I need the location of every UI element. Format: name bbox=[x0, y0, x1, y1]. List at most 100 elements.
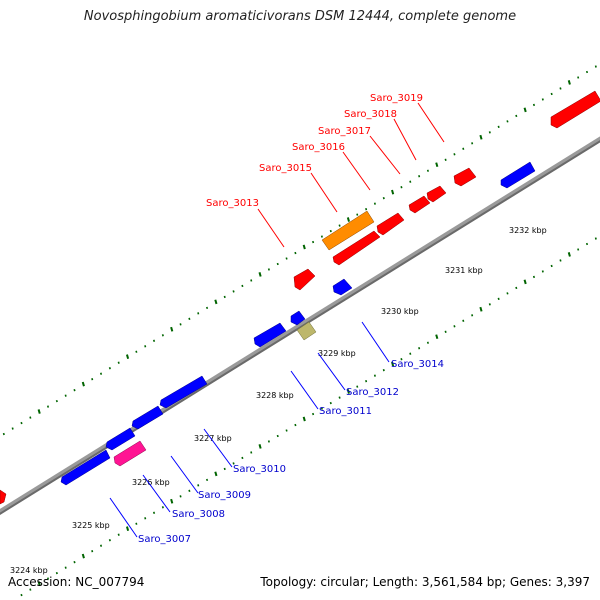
tick-mark bbox=[426, 341, 429, 344]
tick-mark bbox=[91, 378, 94, 381]
gene-arrow[interactable] bbox=[105, 427, 136, 451]
gene-arrow[interactable] bbox=[376, 212, 405, 236]
tick-mark bbox=[373, 374, 376, 377]
tick-mark bbox=[144, 345, 147, 348]
tick-mark bbox=[223, 467, 226, 471]
tick-mark bbox=[20, 593, 23, 597]
gene-labels-forward: Saro_3013 Saro_3015 Saro_3016 Saro_3017 … bbox=[206, 93, 423, 209]
tick-mark bbox=[250, 451, 253, 454]
gene-label[interactable]: Saro_3013 bbox=[206, 198, 259, 209]
tick-mark bbox=[64, 566, 67, 569]
tick-mark bbox=[479, 134, 483, 140]
gene-arrow[interactable] bbox=[550, 90, 600, 129]
gene-arrow[interactable] bbox=[253, 322, 287, 348]
gene-label[interactable]: Saro_3008 bbox=[172, 509, 225, 520]
tick-mark bbox=[179, 323, 182, 326]
gene-label[interactable]: Saro_3019 bbox=[370, 93, 423, 104]
tick-mark bbox=[462, 147, 465, 150]
tick-mark bbox=[373, 202, 376, 205]
tick-mark bbox=[91, 550, 94, 553]
tick-mark bbox=[241, 284, 244, 288]
tick-mark bbox=[188, 489, 191, 493]
tick-mark bbox=[232, 290, 235, 293]
gene-arrow[interactable] bbox=[290, 310, 306, 326]
tick-mark bbox=[409, 180, 412, 183]
gene-arrow[interactable] bbox=[131, 405, 164, 430]
gene-label[interactable]: Saro_3012 bbox=[346, 387, 399, 398]
gene-arrow[interactable] bbox=[500, 161, 536, 189]
tick-mark bbox=[329, 229, 332, 233]
tick-mark bbox=[55, 571, 58, 575]
tick-mark bbox=[144, 517, 147, 520]
kbp-label: 3231 kbp bbox=[445, 266, 483, 275]
gene-arrow[interactable] bbox=[0, 489, 7, 505]
gene-label[interactable]: Saro_3016 bbox=[292, 142, 345, 153]
tick-mark bbox=[125, 526, 130, 532]
genome-backbone bbox=[0, 136, 600, 515]
gene-arrow[interactable] bbox=[426, 185, 447, 203]
tick-mark bbox=[453, 153, 456, 156]
gene-label[interactable]: Saro_3014 bbox=[391, 359, 444, 370]
tick-mark bbox=[117, 533, 120, 536]
tick-mark bbox=[497, 297, 500, 301]
gene-arrow[interactable] bbox=[60, 449, 111, 486]
tick-mark bbox=[594, 65, 597, 68]
tick-mark bbox=[550, 264, 553, 268]
tick-mark bbox=[356, 385, 359, 388]
gene-label[interactable]: Saro_3017 bbox=[318, 126, 371, 137]
gene-label[interactable]: Saro_3018 bbox=[344, 109, 397, 120]
tick-marks bbox=[2, 65, 597, 597]
tick-mark bbox=[214, 299, 218, 305]
tick-mark bbox=[99, 372, 103, 375]
forward-strand-genes bbox=[293, 90, 600, 291]
gene-arrow[interactable] bbox=[296, 321, 317, 341]
gene-label[interactable]: Saro_3009 bbox=[198, 490, 251, 501]
tick-mark bbox=[285, 257, 288, 260]
tick-mark bbox=[294, 423, 297, 427]
gene-label[interactable]: Saro_3015 bbox=[259, 163, 312, 174]
tick-mark bbox=[55, 399, 58, 403]
tick-mark bbox=[197, 484, 200, 487]
gene-arrow[interactable] bbox=[159, 375, 208, 409]
tick-mark bbox=[267, 268, 270, 271]
gene-label[interactable]: Saro_3010 bbox=[233, 464, 286, 475]
tick-mark bbox=[312, 412, 315, 416]
tick-mark bbox=[117, 361, 120, 364]
tick-mark bbox=[81, 553, 85, 559]
tick-mark bbox=[108, 367, 111, 370]
tick-mark bbox=[338, 396, 341, 399]
tick-mark bbox=[108, 539, 111, 542]
gene-arrow[interactable] bbox=[321, 210, 375, 251]
tick-mark bbox=[382, 196, 385, 200]
tick-mark bbox=[258, 444, 262, 449]
tick-mark bbox=[435, 162, 439, 168]
tick-mark bbox=[567, 80, 571, 85]
gene-arrow[interactable] bbox=[293, 268, 316, 291]
tick-mark bbox=[135, 350, 138, 353]
gene-arrow[interactable] bbox=[408, 195, 431, 214]
kbp-label: 3226 kbp bbox=[132, 478, 170, 487]
tick-mark bbox=[223, 295, 226, 299]
gene-arrow[interactable] bbox=[453, 167, 477, 187]
gene-arrow[interactable] bbox=[332, 230, 381, 266]
gene-arrow[interactable] bbox=[332, 278, 353, 296]
tick-mark bbox=[594, 237, 597, 240]
tick-mark bbox=[435, 334, 439, 340]
tick-mark bbox=[577, 248, 580, 251]
gene-label[interactable]: Saro_3011 bbox=[319, 406, 372, 417]
tick-mark bbox=[365, 207, 368, 211]
tick-mark bbox=[214, 471, 218, 477]
gene-arrow[interactable] bbox=[113, 440, 147, 467]
tick-mark bbox=[232, 462, 235, 465]
kbp-label: 3227 kbp bbox=[194, 434, 232, 443]
gene-label[interactable]: Saro_3007 bbox=[138, 534, 191, 545]
tick-mark bbox=[346, 217, 350, 222]
tick-mark bbox=[391, 189, 395, 195]
tick-mark bbox=[276, 434, 279, 438]
tick-mark bbox=[567, 252, 571, 257]
tick-mark bbox=[382, 368, 385, 372]
tick-mark bbox=[135, 522, 138, 525]
tick-mark bbox=[479, 306, 483, 312]
tick-mark bbox=[73, 388, 76, 392]
kbp-label: 3224 kbp bbox=[10, 566, 48, 575]
